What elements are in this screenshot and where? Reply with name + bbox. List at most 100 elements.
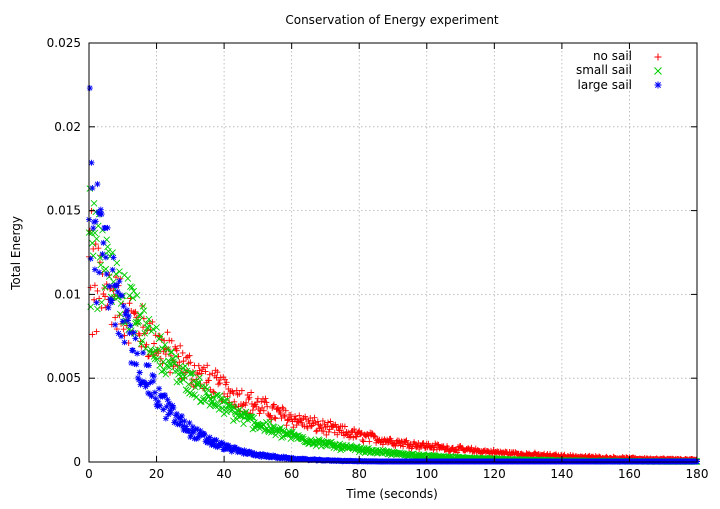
legend-label-no-sail: no sail	[593, 49, 632, 63]
data-point	[313, 428, 320, 435]
data-point	[86, 85, 93, 92]
data-point	[372, 433, 379, 440]
data-point	[223, 444, 230, 451]
data-point	[124, 307, 130, 314]
data-point	[210, 388, 217, 395]
data-point	[331, 441, 339, 449]
data-point	[236, 390, 243, 397]
data-point	[95, 209, 102, 216]
data-point	[121, 339, 128, 346]
data-point	[270, 401, 277, 408]
data-point	[132, 335, 139, 342]
data-point	[149, 349, 156, 357]
x-tick-label: 0	[85, 467, 93, 481]
data-point	[162, 392, 168, 399]
x-tick-label: 40	[216, 467, 231, 481]
data-point	[212, 443, 219, 450]
data-point	[323, 431, 330, 438]
data-point	[96, 269, 103, 276]
data-point	[190, 429, 197, 436]
data-point	[128, 359, 135, 366]
data-point	[290, 424, 297, 431]
data-point	[166, 400, 173, 407]
data-point	[227, 443, 234, 450]
data-point	[181, 362, 189, 370]
data-point	[183, 423, 190, 430]
data-point	[186, 419, 193, 426]
data-point	[98, 211, 105, 218]
data-point	[118, 292, 125, 299]
data-point	[143, 320, 150, 327]
data-point	[202, 368, 209, 375]
data-point	[114, 288, 121, 295]
data-point	[231, 398, 238, 405]
data-point	[119, 318, 126, 325]
data-point	[105, 304, 112, 311]
data-point	[214, 369, 221, 376]
data-point	[118, 333, 125, 340]
data-point	[139, 378, 146, 385]
data-point	[93, 235, 100, 243]
data-point	[121, 332, 128, 339]
data-point	[208, 400, 215, 407]
data-point	[209, 370, 216, 377]
data-point	[200, 364, 207, 371]
data-point	[169, 402, 176, 409]
data-point	[150, 353, 158, 360]
data-point	[194, 381, 202, 389]
data-point	[135, 330, 142, 337]
data-point	[167, 348, 175, 356]
data-point	[193, 435, 200, 442]
data-point	[149, 325, 157, 333]
data-point	[264, 403, 271, 410]
plot-frame	[88, 42, 698, 463]
data-point	[90, 245, 97, 252]
y-axis-title: Total Energy	[9, 216, 23, 291]
data-point	[117, 291, 124, 298]
data-point	[433, 446, 440, 453]
data-point	[185, 428, 192, 435]
data-point	[133, 292, 141, 299]
data-point	[327, 418, 334, 425]
data-point	[246, 394, 253, 401]
data-point	[297, 416, 304, 423]
data-point	[246, 413, 253, 421]
data-point	[206, 434, 213, 441]
data-point	[120, 326, 127, 333]
data-point	[91, 219, 98, 226]
data-point	[224, 396, 231, 404]
data-point	[97, 261, 105, 269]
data-point	[96, 295, 103, 302]
data-point	[186, 352, 193, 359]
data-point	[94, 181, 101, 188]
data-point	[314, 418, 321, 425]
data-point	[124, 275, 132, 282]
data-point	[173, 347, 180, 354]
data-point	[254, 399, 261, 406]
data-point	[87, 255, 94, 262]
data-point	[144, 381, 151, 388]
data-point	[126, 330, 133, 337]
data-point	[194, 435, 201, 442]
data-point	[168, 337, 175, 344]
data-point	[176, 359, 183, 366]
data-point	[384, 439, 391, 446]
data-point	[366, 438, 373, 445]
data-point	[93, 328, 100, 335]
data-point	[188, 432, 195, 439]
data-point	[209, 394, 217, 401]
data-point	[95, 245, 102, 252]
data-point	[156, 385, 163, 392]
y-tick-label: 0.02	[54, 120, 81, 134]
data-point	[193, 380, 201, 387]
data-point	[132, 308, 139, 315]
x-tick-label: 20	[149, 467, 164, 481]
data-point	[154, 355, 161, 363]
data-point	[221, 441, 228, 448]
data-point	[229, 403, 236, 411]
data-point	[178, 412, 185, 419]
data-point	[138, 337, 146, 344]
data-point	[185, 381, 192, 388]
data-point	[129, 347, 136, 354]
data-point	[165, 357, 172, 365]
